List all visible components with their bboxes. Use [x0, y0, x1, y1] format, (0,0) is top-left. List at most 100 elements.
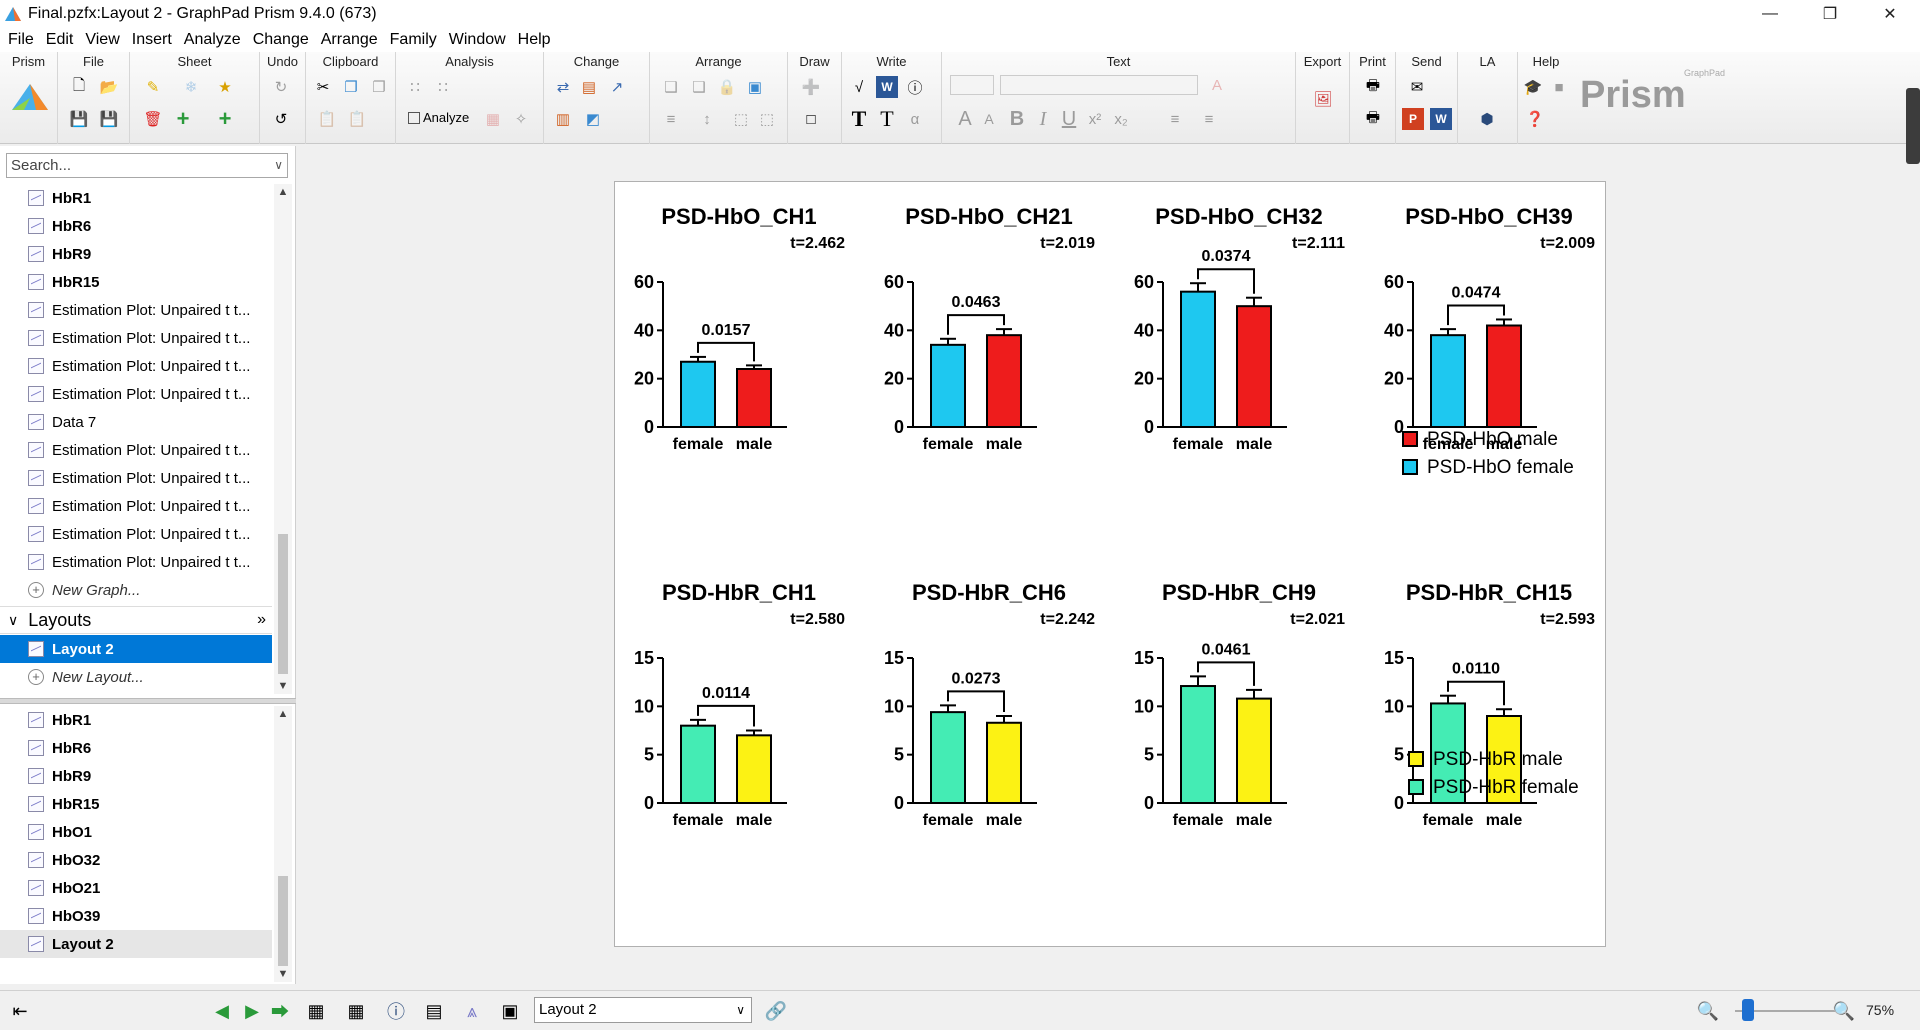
search-input[interactable]: Search... ∨	[6, 153, 288, 178]
family-graph-item[interactable]: HbR9	[0, 762, 272, 790]
wand-icon[interactable]: ✧	[514, 111, 528, 128]
graph-item[interactable]: HbR15	[0, 268, 272, 296]
email-icon[interactable]: ✉	[1410, 79, 1424, 96]
new-file-icon[interactable]: 🗋	[72, 76, 86, 94]
panel-splitter[interactable]	[0, 698, 296, 704]
graph-item[interactable]: Estimation Plot: Unpaired t t...	[0, 380, 272, 408]
zoom-in-icon[interactable]: 🔍	[1832, 1000, 1856, 1021]
layout-page[interactable]: PSD-HbO_CH1 t=2.462 0 20 40 60 female male 0.015…	[614, 181, 1606, 947]
family-graph-item[interactable]: HbO1	[0, 818, 272, 846]
redo-icon[interactable]: ↻	[274, 79, 288, 96]
menu-edit[interactable]: Edit	[45, 31, 74, 48]
layout-item-selected[interactable]: Layout 2	[0, 635, 272, 663]
expand-icon[interactable]: »	[257, 611, 266, 628]
menu-window[interactable]: Window	[448, 31, 506, 48]
graph-item[interactable]: Estimation Plot: Unpaired t t...	[0, 436, 272, 464]
draw-shape-icon[interactable]: □	[806, 110, 816, 128]
new-layout-item[interactable]: + New Layout...	[0, 663, 272, 691]
menu-arrange[interactable]: Arrange	[320, 31, 378, 48]
snowflake-icon[interactable]: ❄	[184, 79, 198, 96]
scroll-down-icon[interactable]: ▼	[277, 680, 289, 692]
scroll-down-icon[interactable]: ▼	[277, 968, 289, 980]
pin-icon[interactable]: ★	[218, 79, 232, 96]
menu-view[interactable]: View	[85, 31, 120, 48]
copy-icon[interactable]: ❐	[344, 79, 358, 96]
view-graph-icon[interactable]: ⩓	[466, 1000, 478, 1021]
zoom-out-icon[interactable]: 🔍	[1696, 1000, 1720, 1021]
chevron-down-icon[interactable]: ∨	[274, 158, 283, 172]
bold-icon[interactable]: B	[1009, 107, 1025, 130]
info-icon[interactable]: ⓘ	[907, 79, 923, 97]
graph-item[interactable]: HbR9	[0, 240, 272, 268]
resize-icon[interactable]: ⬚	[759, 111, 775, 128]
side-panel-handle[interactable]	[1906, 88, 1920, 164]
graph-item[interactable]: Data 7	[0, 408, 272, 436]
graph-item[interactable]: Estimation Plot: Unpaired t t...	[0, 548, 272, 576]
prism-home-icon[interactable]	[10, 82, 50, 112]
chevron-down-icon[interactable]: ∨	[736, 1003, 745, 1017]
new-graph-item[interactable]: + New Graph...	[0, 576, 272, 604]
menu-file[interactable]: File	[8, 31, 34, 48]
gallery-icon[interactable]: ■	[1554, 78, 1564, 96]
cube-icon[interactable]: ⬢	[1480, 111, 1494, 128]
draw-line-icon[interactable]: ➕	[801, 79, 821, 96]
scroll-up-icon[interactable]: ▲	[277, 186, 289, 198]
lock-icon[interactable]: 🔒	[717, 79, 737, 96]
scroll-up-icon[interactable]: ▲	[277, 708, 289, 720]
print-icon[interactable]: 🖶	[1365, 76, 1381, 94]
graph-item[interactable]: Estimation Plot: Unpaired t t...	[0, 492, 272, 520]
export-icon[interactable]: 🖼	[1313, 91, 1333, 108]
menu-help[interactable]: Help	[517, 31, 551, 48]
graph-item[interactable]: Estimation Plot: Unpaired t t...	[0, 296, 272, 324]
view-info-icon[interactable]: ⓘ	[387, 1002, 405, 1022]
help-icon[interactable]: ❓	[1525, 111, 1545, 128]
menu-insert[interactable]: Insert	[131, 31, 172, 48]
text-box-icon[interactable]: T	[880, 106, 894, 131]
graph-item[interactable]: Estimation Plot: Unpaired t t...	[0, 352, 272, 380]
change-data-icon[interactable]: ▤	[581, 79, 597, 96]
family-graph-item[interactable]: HbO39	[0, 902, 272, 930]
group-icon[interactable]: ❑	[664, 79, 678, 96]
copy-format-icon[interactable]: ❐	[372, 79, 386, 96]
view-layout-icon[interactable]: ▣	[501, 1000, 519, 1021]
word-insert-icon[interactable]: W	[876, 76, 898, 98]
view-data-icon[interactable]: ▦	[347, 1000, 365, 1021]
family-graph-item[interactable]: HbR1	[0, 706, 272, 734]
align-icon[interactable]: ≡	[666, 110, 676, 128]
text-tool-icon[interactable]: T	[851, 106, 867, 131]
family-graph-item[interactable]: HbO21	[0, 874, 272, 902]
family-graph-item[interactable]: HbO32	[0, 846, 272, 874]
undo-icon[interactable]: ↺	[274, 111, 288, 128]
analyze-button[interactable]: Analyze	[408, 110, 469, 125]
menu-family[interactable]: Family	[389, 31, 437, 48]
learn-icon[interactable]: 🎓	[1523, 79, 1543, 96]
graph-item[interactable]: Estimation Plot: Unpaired t t...	[0, 324, 272, 352]
save-as-icon[interactable]: 💾	[99, 111, 119, 128]
font-color-icon[interactable]: A	[1211, 76, 1222, 94]
paste-icon[interactable]: 📋	[317, 111, 337, 128]
new-sheet-icon[interactable]: +	[176, 106, 190, 131]
collapse-panel-icon[interactable]: ⇤	[12, 1000, 28, 1021]
bring-front-icon[interactable]: ▣	[747, 79, 763, 96]
powerpoint-icon[interactable]: P	[1402, 108, 1424, 130]
family-scrollbar[interactable]: ▲ ▼	[274, 706, 292, 982]
equation-icon[interactable]: √	[854, 78, 864, 96]
close-button[interactable]: ✕	[1883, 6, 1897, 23]
zoom-slider-track[interactable]	[1735, 1010, 1835, 1012]
font-family-select[interactable]	[1000, 75, 1198, 95]
print-preview-icon[interactable]: 🖶	[1365, 108, 1381, 126]
graph-item[interactable]: HbR1	[0, 184, 272, 212]
view-results-icon[interactable]: ▤	[425, 1000, 443, 1021]
underline-icon[interactable]: U	[1061, 107, 1077, 130]
graph-item[interactable]: Estimation Plot: Unpaired t t...	[0, 464, 272, 492]
font-size-select[interactable]	[950, 75, 994, 95]
table-icon[interactable]: ▦	[485, 111, 501, 128]
scroll-thumb[interactable]	[278, 876, 288, 966]
save-icon[interactable]: 💾	[69, 111, 89, 128]
superscript-icon[interactable]: x²	[1088, 110, 1102, 128]
paste-special-icon[interactable]: 📋	[347, 111, 367, 128]
previous-sheet-icon[interactable]: ◀	[215, 1000, 229, 1021]
graph-item[interactable]: HbR6	[0, 212, 272, 240]
zoom-slider-thumb[interactable]	[1742, 999, 1754, 1021]
analysis-chart2-icon[interactable]: ∷	[438, 79, 448, 96]
